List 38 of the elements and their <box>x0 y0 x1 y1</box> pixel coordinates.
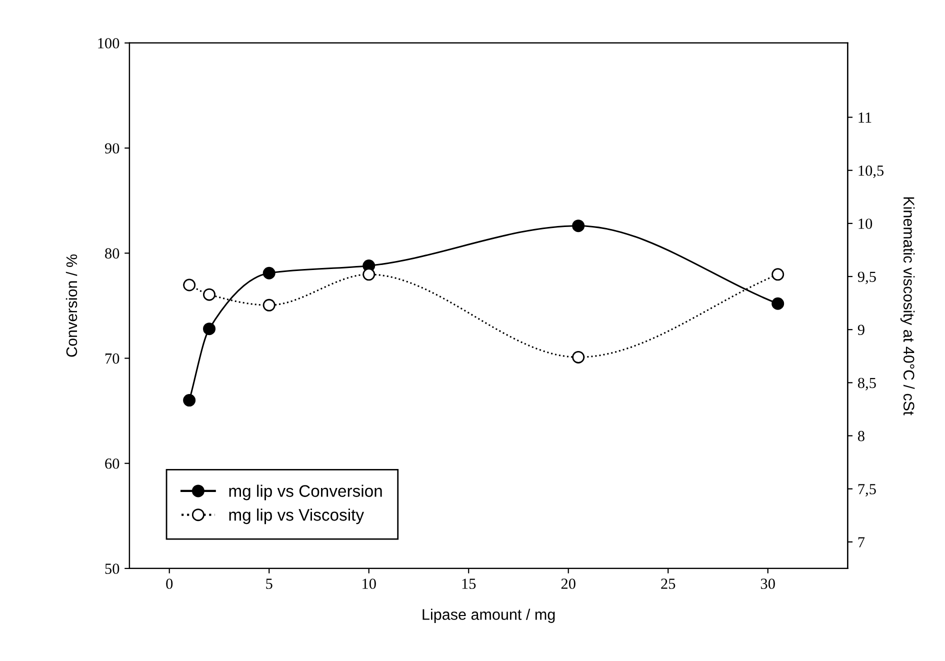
x-axis-title: Lipase amount / mg <box>422 608 555 623</box>
y2-tick-label: 10 <box>858 218 872 229</box>
x-tick-label: 30 <box>760 578 775 589</box>
x-tick-label: 15 <box>462 578 476 589</box>
point <box>183 278 196 292</box>
y2-tick-label: 9,5 <box>858 272 876 284</box>
y2-tick-label: 10,5 <box>858 166 884 178</box>
y2-tick-label: 9 <box>858 324 864 336</box>
y-tick-label: 70 <box>105 353 120 364</box>
point <box>572 220 585 232</box>
y-axis-title: Conversion / % <box>66 254 78 357</box>
y-tick-label: 90 <box>104 143 120 154</box>
x-tick-label: 5 <box>266 578 272 589</box>
y-tick-label: 80 <box>105 248 120 259</box>
point <box>262 298 276 312</box>
legend-label: mg lip vs Viscosity <box>229 508 364 524</box>
y2-tick-label: 7 <box>858 537 865 548</box>
point <box>772 297 784 310</box>
x-tick-label: 20 <box>561 578 576 589</box>
y-tick-label: 50 <box>105 564 120 574</box>
x-tick-label: 25 <box>661 578 676 589</box>
point <box>772 268 784 281</box>
y2-tick-label: 7,5 <box>858 484 876 496</box>
y-tick-label: 60 <box>105 458 120 469</box>
y2-tick-label: 11 <box>858 112 872 123</box>
y2-axis-title: Kinematic viscosity at 40°C / cSt <box>900 197 915 416</box>
legend-label: mg lip vs Conversion <box>229 484 382 500</box>
x-tick-label: 10 <box>362 578 376 589</box>
x-tick-label: 0 <box>166 578 173 589</box>
point <box>262 266 276 280</box>
point <box>362 268 376 281</box>
y-tick-label: 100 <box>98 38 120 48</box>
point <box>572 350 585 364</box>
point <box>203 322 216 336</box>
point <box>203 288 216 301</box>
point <box>183 394 196 407</box>
y2-tick-label: 8,5 <box>858 378 876 390</box>
y2-tick-label: 8 <box>858 430 864 442</box>
